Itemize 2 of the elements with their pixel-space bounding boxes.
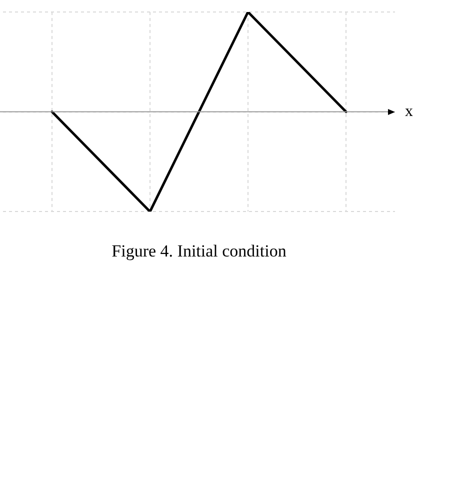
text: Figure 4. Initial condition (112, 241, 287, 260)
x-axis-title: x (405, 103, 413, 120)
